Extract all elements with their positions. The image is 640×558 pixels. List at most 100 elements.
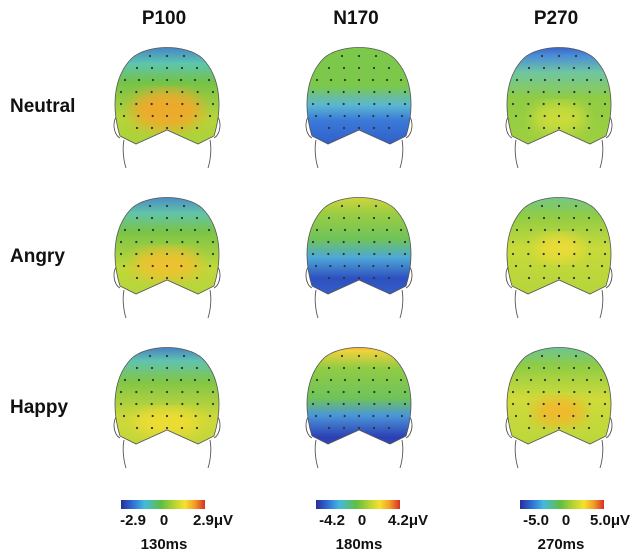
electrode-dot	[122, 264, 126, 268]
electrode-dot	[327, 366, 331, 370]
electrode-dot	[342, 126, 346, 130]
row-label-neutral: Neutral	[10, 96, 76, 117]
electrode-dot	[181, 102, 184, 106]
electrode-dot	[529, 78, 533, 82]
electrode-dot	[387, 66, 391, 70]
time-label-n170: 180ms	[335, 536, 383, 553]
electrode-dot	[135, 102, 138, 106]
electrode-dot	[314, 114, 318, 118]
electrode-dot	[165, 264, 169, 268]
electrode-dot	[403, 90, 407, 94]
head-outline	[306, 347, 412, 445]
electrode-dot	[543, 378, 547, 382]
electrode-dot	[387, 366, 391, 370]
electrode-dot	[557, 264, 561, 268]
electrode-dot	[557, 354, 561, 358]
electrode-dot	[357, 276, 361, 280]
electrode-dot	[374, 54, 378, 58]
electrode-dot	[122, 414, 126, 418]
electrode-dot	[311, 102, 315, 106]
electrode-dot	[371, 378, 375, 382]
electrode-dot	[208, 114, 212, 118]
electrode-dot	[527, 366, 531, 370]
electrode-dot	[599, 228, 603, 232]
electrode-dot	[511, 102, 515, 106]
electrode-dot	[119, 390, 123, 394]
electrode-dot	[357, 252, 361, 256]
electrode-dot	[372, 426, 376, 430]
electrode-dot	[572, 66, 576, 70]
electrode-dot	[340, 204, 344, 208]
electrode-dot	[573, 90, 576, 94]
electrode-dot	[557, 414, 561, 418]
electrode-dot	[557, 204, 561, 208]
electrode-dot	[386, 414, 389, 418]
electrode-dot	[194, 264, 197, 268]
electrode-dot	[137, 378, 141, 382]
head-outline	[306, 197, 412, 295]
electrode-dot	[311, 402, 315, 406]
electrode-dot	[181, 402, 184, 406]
neck-outline	[314, 139, 319, 169]
electrode-dot	[211, 252, 215, 256]
electrode-dot	[196, 90, 199, 94]
electrode-dot	[165, 378, 169, 382]
electrode-dot	[357, 204, 361, 208]
electrode-dot	[386, 114, 389, 118]
electrode-dot	[119, 90, 123, 94]
electrode-dot	[150, 402, 153, 406]
electrode-dot	[194, 414, 197, 418]
head-outline	[506, 197, 612, 295]
neck-outline	[207, 139, 212, 169]
electrode-dot	[571, 78, 575, 82]
electrode-dot	[180, 426, 184, 430]
electrode-dot	[600, 414, 604, 418]
electrode-dot	[193, 228, 197, 232]
electrode-dot	[315, 378, 319, 382]
electrode-dot	[399, 78, 403, 82]
electrode-dot	[150, 240, 153, 244]
electrode-dot	[542, 366, 546, 370]
electrode-dot	[182, 54, 186, 58]
electrode-dot	[211, 90, 215, 94]
electrode-dot	[603, 252, 607, 256]
electrode-dot	[572, 426, 576, 430]
electrode-dot	[557, 240, 561, 244]
electrode-dot	[515, 228, 519, 232]
electrode-dot	[557, 276, 561, 280]
neck-outline	[399, 139, 404, 169]
colorbar-n170	[316, 500, 400, 509]
electrode-dot	[135, 276, 139, 280]
neck-outline	[514, 439, 519, 469]
electrode-dot	[119, 252, 123, 256]
electrode-dot	[372, 114, 375, 118]
electrode-dot	[557, 378, 561, 382]
electrode-dot	[135, 240, 138, 244]
electrode-dot	[542, 66, 546, 70]
electrode-dot	[327, 216, 331, 220]
neck-outline	[314, 289, 319, 319]
electrode-dot	[151, 78, 155, 82]
electrode-dot	[511, 90, 515, 94]
electrode-dot	[150, 252, 153, 256]
scale-max-n170: 4.2μV	[387, 512, 429, 529]
electrode-dot	[357, 240, 361, 244]
electrode-dot	[573, 252, 576, 256]
electrode-dot	[400, 264, 404, 268]
electrode-dot	[165, 78, 169, 82]
positive-activation-region	[131, 90, 203, 130]
electrode-dot	[600, 114, 604, 118]
electrode-dot	[165, 390, 169, 394]
electrode-dot	[527, 402, 530, 406]
electrode-dot	[342, 366, 346, 370]
electrode-dot	[515, 378, 519, 382]
head-outline	[114, 197, 220, 295]
electrode-dot	[135, 366, 139, 370]
electrode-dot	[150, 66, 154, 70]
electrode-dot	[165, 54, 169, 58]
electrode-dot	[193, 78, 197, 82]
electrode-dot	[572, 216, 576, 220]
positive-activation-region	[531, 102, 587, 134]
electrode-dot	[135, 126, 139, 130]
column-title-p270: P270	[533, 8, 579, 29]
